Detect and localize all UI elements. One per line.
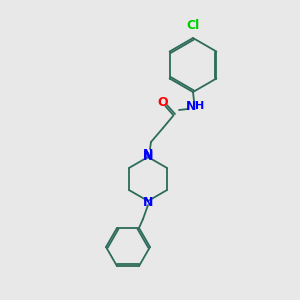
Text: N: N [143,148,153,161]
Text: O: O [158,95,168,109]
Text: Cl: Cl [186,19,200,32]
Text: H: H [195,101,205,111]
Text: N: N [143,149,153,163]
Text: N: N [143,196,153,208]
Text: N: N [186,100,196,112]
